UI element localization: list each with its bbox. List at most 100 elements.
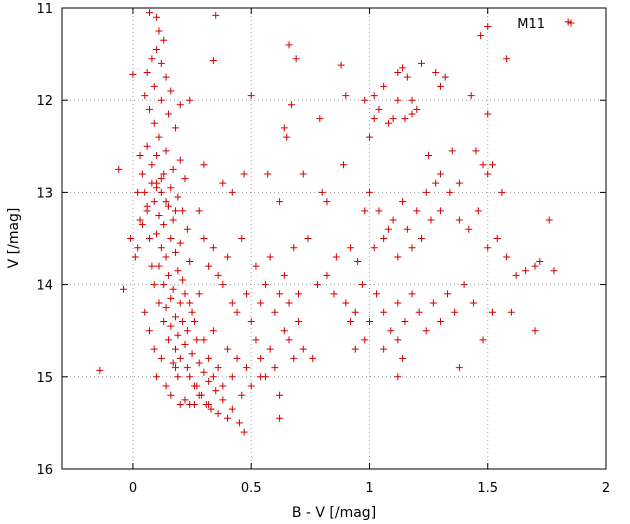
data-point [150, 345, 158, 353]
data-point [370, 244, 378, 252]
data-point [209, 327, 217, 335]
data-point [160, 281, 168, 289]
data-point [290, 354, 298, 362]
data-point [160, 221, 168, 229]
data-point [460, 281, 468, 289]
data-point [394, 373, 402, 381]
data-point [164, 336, 172, 344]
y-axis-ticks: 11 12 13 14 15 16 [36, 2, 606, 478]
data-point [134, 244, 142, 252]
data-point [214, 364, 222, 372]
data-point [266, 253, 274, 261]
data-point [181, 290, 189, 298]
data-point [432, 179, 440, 187]
data-point [365, 133, 373, 141]
data-point [276, 391, 284, 399]
data-point [164, 202, 172, 210]
data-point [179, 317, 187, 325]
x-axis-ticks: 0 0.5 1 1.5 2 [129, 8, 610, 496]
data-point [422, 327, 430, 335]
data-point [219, 281, 227, 289]
data-point [313, 281, 321, 289]
data-point [205, 262, 213, 270]
data-point [157, 244, 165, 252]
legend-marker [567, 19, 575, 27]
data-point [470, 299, 478, 307]
data-point [233, 354, 241, 362]
data-point [380, 308, 388, 316]
data-point [304, 235, 312, 242]
data-point [247, 92, 255, 100]
data-point [186, 299, 194, 307]
data-point [188, 308, 196, 316]
y-tick-label: 11 [36, 2, 53, 17]
data-point [425, 152, 433, 160]
data-point [493, 235, 501, 242]
data-point [361, 207, 369, 215]
data-point [219, 396, 227, 404]
data-point [394, 299, 402, 307]
data-point [408, 110, 416, 118]
data-point [455, 364, 463, 372]
data-point [200, 336, 208, 344]
data-point [399, 198, 407, 206]
data-point [280, 271, 288, 279]
data-point [408, 96, 416, 104]
data-point [484, 110, 492, 118]
data-point [167, 184, 175, 192]
data-point [503, 55, 511, 63]
data-point [342, 299, 350, 307]
y-tick-label: 14 [36, 279, 53, 294]
data-point [394, 336, 402, 344]
data-point [436, 207, 444, 215]
data-point [285, 336, 293, 344]
data-point [283, 133, 291, 141]
data-point [174, 267, 182, 275]
data-point [172, 207, 180, 215]
data-point [186, 96, 194, 104]
y-tick-label: 12 [36, 94, 53, 109]
data-point [403, 73, 411, 81]
data-point [337, 61, 345, 69]
data-point [550, 267, 558, 275]
data-point [169, 216, 177, 224]
data-point [429, 299, 437, 307]
data-point [271, 364, 279, 372]
y-tick-label: 16 [36, 463, 53, 478]
data-point [155, 27, 163, 35]
data-point [179, 276, 187, 284]
data-point [195, 290, 203, 298]
data-point [361, 96, 369, 104]
data-point [131, 253, 139, 261]
data-point [181, 341, 189, 349]
data-point [157, 354, 165, 362]
data-point [413, 105, 421, 113]
data-point [176, 354, 184, 362]
data-point [257, 354, 265, 362]
data-point [136, 152, 144, 160]
legend: M11 [517, 17, 575, 32]
data-point [176, 400, 184, 408]
data-point [153, 230, 161, 238]
data-point [174, 193, 182, 201]
data-point [157, 59, 165, 67]
data-point [162, 198, 170, 206]
data-point [134, 188, 142, 196]
data-point [472, 147, 480, 155]
data-point [129, 70, 137, 78]
data-point [200, 235, 208, 242]
y-tick-label: 15 [36, 371, 53, 386]
data-point [351, 308, 359, 316]
data-point [219, 382, 227, 390]
data-point [365, 317, 373, 325]
data-point [190, 317, 198, 325]
data-point [219, 179, 227, 187]
data-point [441, 73, 449, 81]
y-axis-label: V [/mag] [6, 208, 22, 269]
data-point [418, 235, 426, 242]
data-point [119, 285, 127, 293]
data-point [380, 235, 388, 242]
data-point [318, 188, 326, 196]
data-point [299, 170, 307, 178]
data-point [358, 281, 366, 289]
